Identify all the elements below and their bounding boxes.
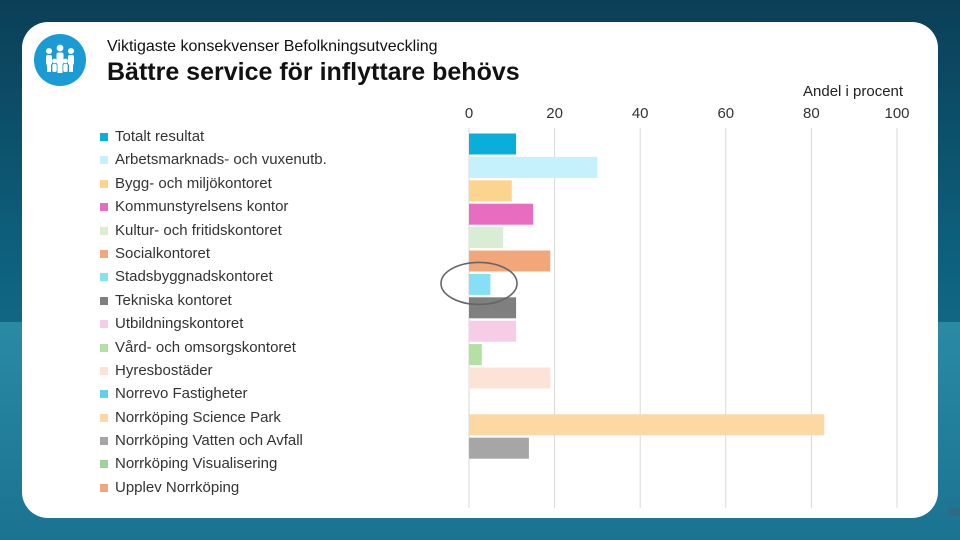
legend-swatch [100, 203, 108, 212]
legend-label: Utbildningskontoret [115, 315, 244, 333]
bar [469, 367, 551, 389]
bar [469, 227, 504, 249]
legend-swatch [100, 249, 108, 258]
legend-item: Kommunstyrelsens kontor [100, 198, 440, 221]
legend-swatch [100, 179, 108, 188]
bar [469, 320, 517, 342]
legend-label: Vård- och omsorgskontoret [115, 338, 296, 356]
people-group-icon [34, 34, 86, 86]
legend-item: Norrevo Fastigheter [100, 385, 440, 408]
bar [469, 180, 512, 202]
legend-label: Arbetsmarknads- och vuxenutb. [115, 151, 327, 169]
legend-swatch [100, 343, 108, 352]
legend-swatch [100, 483, 108, 492]
slide-title: Bättre service för inflyttare behövs [107, 58, 520, 86]
legend-item: Vård- och omsorgskontoret [100, 339, 440, 362]
legend-swatch [100, 226, 108, 235]
bar [469, 297, 517, 319]
legend-swatch [100, 296, 108, 305]
legend-item: Utbildningskontoret [100, 315, 440, 338]
bar [469, 344, 482, 366]
bar [469, 414, 825, 436]
chart-legend: Totalt resultat Arbetsmarknads- och vuxen… [100, 128, 440, 502]
legend-label: Stadsbyggnadskontoret [115, 268, 273, 286]
legend-item: Stadsbyggnadskontoret [100, 268, 440, 291]
legend-label: Norrköping Science Park [115, 408, 281, 426]
corner-decoration [948, 508, 960, 516]
legend-swatch [100, 156, 108, 165]
legend-label: Kultur- och fritidskontoret [115, 221, 282, 239]
x-tick-label: 80 [803, 105, 820, 122]
legend-item: Norrköping Visualisering [100, 455, 440, 478]
legend-label: Bygg- och miljökontoret [115, 174, 272, 192]
legend-item: Totalt resultat [100, 128, 440, 151]
slide-subtitle: Viktigaste konsekvenser Befolkningsutvec… [107, 38, 438, 55]
legend-label: Norrköping Vatten och Avfall [115, 432, 303, 450]
legend-label: Socialkontoret [115, 244, 211, 262]
legend-item: Upplev Norrköping [100, 479, 440, 502]
highlight-ellipse [440, 261, 518, 306]
legend-swatch [100, 273, 108, 282]
legend-label: Norrköping Visualisering [115, 455, 278, 473]
bar [469, 203, 534, 225]
legend-swatch [100, 437, 108, 446]
bar [469, 437, 529, 459]
legend-item: Socialkontoret [100, 245, 440, 268]
bar [469, 133, 517, 155]
legend-item: Norrköping Vatten och Avfall [100, 432, 440, 455]
legend-swatch [100, 413, 108, 422]
legend-swatch [100, 366, 108, 375]
legend-label: Kommunstyrelsens kontor [115, 198, 289, 216]
bar [469, 273, 491, 295]
x-tick-label: 20 [546, 105, 563, 122]
legend-label: Hyresbostäder [115, 361, 213, 379]
x-tick-label: 100 [884, 105, 909, 122]
legend-swatch [100, 133, 108, 141]
legend-item: Hyresbostäder [100, 362, 440, 385]
legend-item: Arbetsmarknads- och vuxenutb. [100, 151, 440, 174]
bar [469, 156, 598, 178]
legend-label: Tekniska kontoret [115, 291, 232, 309]
legend-label: Upplev Norrköping [115, 478, 240, 496]
x-tick-label: 60 [717, 105, 734, 122]
x-tick-label: 0 [465, 105, 473, 122]
legend-item: Tekniska kontoret [100, 292, 440, 315]
bar [469, 250, 551, 272]
legend-item: Norrköping Science Park [100, 409, 440, 432]
legend-item: Bygg- och miljökontoret [100, 175, 440, 198]
x-axis-label: Andel i procent [803, 83, 904, 100]
legend-item: Kultur- och fritidskontoret [100, 222, 440, 245]
legend-swatch [100, 390, 108, 399]
legend-label: Totalt resultat [115, 128, 205, 145]
x-tick-label: 40 [632, 105, 649, 122]
legend-swatch [100, 320, 108, 329]
legend-swatch [100, 460, 108, 469]
legend-label: Norrevo Fastigheter [115, 385, 248, 403]
